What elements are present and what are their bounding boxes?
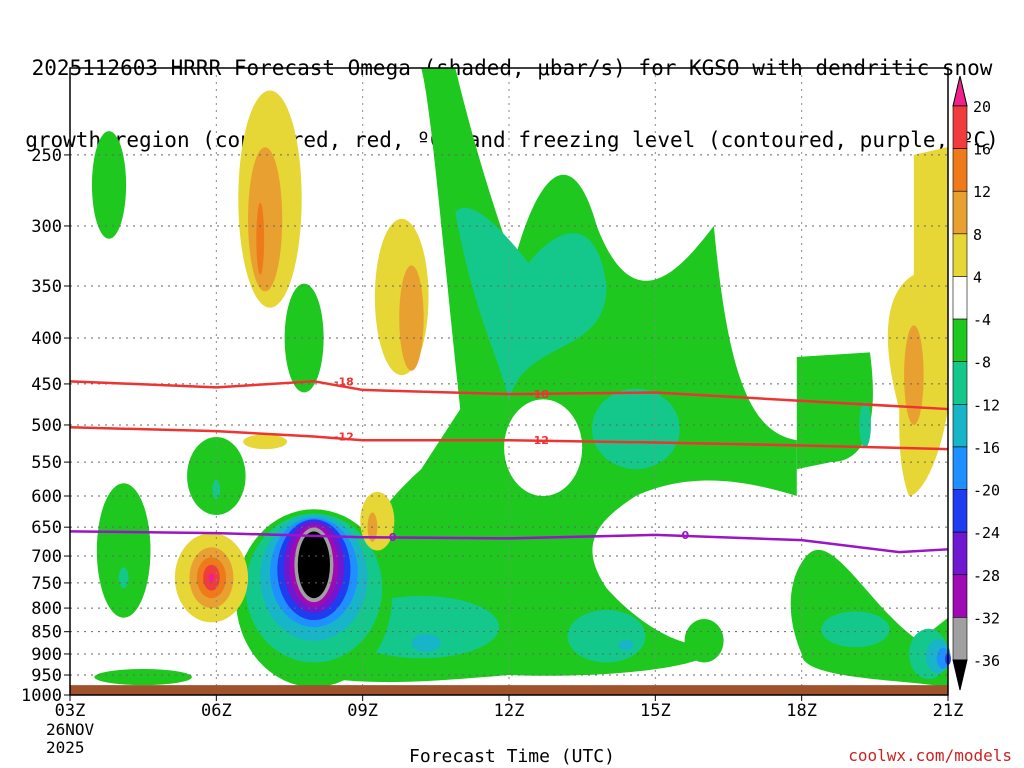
y-tick-label: 500 [31, 416, 62, 436]
colorbar-swatch [952, 276, 968, 320]
y-tick-label: 1000 [21, 686, 62, 706]
colorbar-label: 8 [973, 226, 982, 244]
y-tick-label: 900 [31, 645, 62, 665]
colorbar-swatch [952, 489, 968, 533]
colorbar-bottom-arrow [952, 659, 968, 691]
y-tick-label: 600 [31, 487, 62, 507]
x-tick-label: 12Z [494, 701, 525, 721]
x-tick-label: 21Z [933, 701, 964, 721]
teal-upward-pocket [859, 402, 871, 448]
yellow-downward-region [887, 147, 948, 496]
colorbar-label: -12 [973, 396, 1000, 414]
colorbar-label: -8 [973, 354, 991, 372]
teal-upward-pocket [567, 609, 646, 663]
y-tick-label: 250 [31, 146, 62, 166]
orange-downward-region [904, 325, 924, 425]
blue-upward-pocket [411, 634, 441, 652]
dgz-minus12-line [69, 426, 949, 451]
credit-link[interactable]: coolwx.com/models [848, 746, 1012, 765]
colorbar-label: 20 [973, 98, 991, 116]
colorbar-label: -20 [973, 482, 1000, 500]
freezing-level-line [69, 530, 949, 554]
dgz-minus12-label: -12 [529, 434, 549, 447]
freezing-level-label: 0 [389, 531, 397, 544]
colorbar: 20 16 12 8 4 -4 -8 -12 -16 -20 -24 -28 -32 -36 [952, 75, 1000, 691]
green-upward-region [187, 437, 246, 516]
contour-lines: -18 -18 -12 -12 0 0 [69, 375, 949, 554]
teal-upward-pocket [821, 611, 890, 648]
teal-upward-pocket [455, 207, 607, 401]
colorbar-label: 12 [973, 183, 991, 201]
teal-upward-pocket [118, 567, 129, 589]
colorbar-label: 16 [973, 141, 991, 159]
x-tick-label: 18Z [786, 701, 817, 721]
dgz-minus18-line [69, 380, 949, 411]
green-upward-region [796, 352, 873, 470]
green-upward-region [96, 483, 151, 618]
colorbar-top-arrow [952, 75, 968, 107]
colorbar-label: -28 [973, 567, 1000, 585]
weak-omega-pocket [504, 399, 583, 496]
dgz-minus18-label: -18 [529, 388, 549, 401]
colorbar-label: -32 [973, 609, 1000, 627]
dgz-minus12-label: -12 [334, 430, 354, 443]
y-tick-label: 350 [31, 277, 62, 297]
colorbar-swatch [952, 148, 968, 192]
green-upward-region [94, 668, 192, 686]
y-tick-label: 850 [31, 623, 62, 643]
green-upward-region [333, 68, 797, 683]
y-tick-label: 700 [31, 547, 62, 567]
omega-shading [91, 68, 951, 688]
freezing-level-label: 0 [682, 529, 690, 542]
green-upward-region [684, 618, 724, 663]
y-tick-label: 450 [31, 375, 62, 395]
x-tick-label: 06Z [201, 701, 232, 721]
x-tick-label: 03Z [55, 701, 86, 721]
colorbar-swatch [952, 617, 968, 661]
y-tick-label: 300 [31, 217, 62, 237]
colorbar-swatch [952, 404, 968, 448]
pink-downward-core [208, 573, 215, 582]
colorbar-swatch [952, 446, 968, 490]
y-tick-label: 400 [31, 329, 62, 349]
colorbar-swatch [952, 318, 968, 362]
y-tick-label: 650 [31, 518, 62, 538]
x-axis-label: Forecast Time (UTC) [409, 746, 615, 767]
colorbar-label: 4 [973, 268, 982, 286]
start-date-day: 26NOV [46, 720, 95, 739]
x-tick-label: 09Z [347, 701, 378, 721]
terrain-below-ground [70, 685, 948, 695]
y-tick-label: 950 [31, 666, 62, 686]
colorbar-swatch [952, 361, 968, 405]
orange-downward-region [399, 265, 424, 371]
y-tick-label: 550 [31, 453, 62, 473]
colorbar-swatch [952, 574, 968, 618]
colorbar-label: -16 [973, 439, 1000, 457]
colorbar-swatch [952, 105, 968, 149]
orange-downward-region [248, 147, 283, 292]
terrain-fill [70, 685, 948, 695]
dgz-minus18-label: -18 [334, 375, 354, 388]
green-upward-region [91, 131, 127, 239]
green-upward-region [284, 283, 324, 393]
colorbar-label: -36 [973, 652, 1000, 670]
teal-upward-pocket [591, 388, 680, 470]
colorbar-swatch [952, 233, 968, 277]
colorbar-swatch [952, 531, 968, 576]
x-tick-label: 15Z [640, 701, 671, 721]
black-upward-core [297, 531, 330, 599]
orange-downward-region [256, 202, 265, 275]
yellow-downward-sliver [243, 434, 288, 450]
blue-upward-pocket [618, 639, 634, 651]
start-date-year: 2025 [46, 738, 85, 757]
y-tick-label: 750 [31, 574, 62, 594]
y-tick-label: 800 [31, 599, 62, 619]
colorbar-swatch [952, 190, 968, 235]
colorbar-label: -24 [973, 524, 1000, 542]
colorbar-label: -4 [973, 311, 991, 329]
axes: 2503003504004505005506006507007508008509… [21, 67, 964, 721]
